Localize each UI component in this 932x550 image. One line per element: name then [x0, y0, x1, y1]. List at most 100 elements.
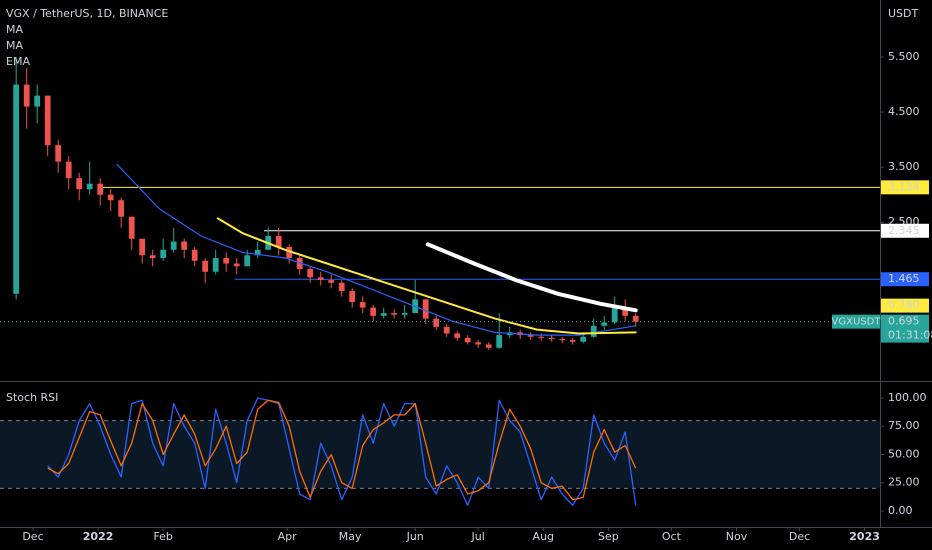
candle-body — [496, 335, 503, 348]
candle-body — [464, 337, 471, 343]
x-tick-label: Nov — [726, 530, 748, 543]
candle-body — [65, 161, 72, 179]
candle-body — [454, 333, 461, 338]
candle-body — [391, 313, 398, 315]
band-fill — [0, 420, 880, 489]
legend-entry: MA — [6, 23, 23, 36]
candle-body — [44, 95, 51, 146]
candle-body — [286, 247, 293, 259]
candle-body — [485, 344, 492, 348]
y-tick-label: 0.00 — [888, 504, 913, 517]
candle-body — [202, 260, 209, 272]
y-tick-label: 3.500 — [888, 160, 920, 173]
price-panel — [0, 57, 880, 350]
x-tick-label: Apr — [278, 530, 298, 543]
y-tick-label: 75.00 — [888, 419, 920, 432]
candle-body — [538, 336, 545, 338]
y-tick-label: 50.00 — [888, 447, 920, 460]
symbol-tag — [832, 314, 880, 329]
candle-body — [307, 269, 314, 278]
candle-body — [433, 318, 440, 327]
moving-average — [216, 217, 637, 335]
level-tag-label: 3.134 — [888, 180, 920, 193]
candle-body — [401, 313, 408, 315]
candle-body — [632, 315, 639, 322]
candle-body — [223, 258, 230, 264]
candle-body — [13, 84, 20, 294]
level-tag-label: 0.780 — [888, 299, 920, 312]
candle-body — [328, 280, 335, 283]
level-tag — [881, 180, 929, 195]
countdown-label: 01:31:08 — [888, 329, 932, 342]
candle-body — [160, 249, 167, 259]
candle-body — [622, 307, 629, 316]
candle-body — [233, 263, 240, 267]
candle-body — [559, 338, 566, 341]
candle-body — [548, 337, 555, 339]
candle-body — [611, 307, 618, 323]
candle-body — [34, 95, 41, 107]
y-tick-label: 4.500 — [888, 105, 920, 118]
candle-body — [580, 336, 587, 342]
chart-title: VGX / TetherUS, 1D, BINANCE — [6, 7, 168, 20]
candle-body — [296, 258, 303, 270]
y-tick-label: 25.00 — [888, 476, 920, 489]
candle-body — [181, 241, 188, 250]
stoch-panel — [0, 420, 880, 489]
moving-average — [116, 163, 637, 336]
level-tag — [881, 223, 929, 238]
candle-body — [254, 249, 261, 256]
y-tick-label: 100.00 — [888, 391, 927, 404]
legend-entry: MA — [6, 39, 23, 52]
candle-body — [170, 241, 177, 250]
level-tag-label: 2.345 — [888, 224, 920, 237]
candle-body — [359, 302, 366, 308]
candle-body — [212, 258, 219, 272]
x-tick-label: Jul — [471, 530, 485, 543]
oscillator-line — [47, 397, 637, 506]
candle-body — [590, 325, 597, 337]
symbol-tag-label: VGXUSDT — [832, 317, 882, 328]
x-tick-label: Oct — [662, 530, 682, 543]
candle-body — [475, 342, 482, 345]
candle-body — [349, 291, 356, 303]
x-tick-label: Sep — [598, 530, 619, 543]
axis-unit: USDT — [888, 7, 919, 20]
x-tick-label: May — [339, 530, 362, 543]
candle-body — [601, 322, 608, 326]
candle-body — [244, 255, 251, 267]
candle-body — [338, 282, 345, 292]
x-tick-label: Jun — [406, 530, 424, 543]
candle-body — [527, 335, 534, 337]
x-tick-label: Aug — [533, 530, 554, 543]
candle-body — [76, 178, 83, 190]
last-price-label: 0.695 — [888, 315, 920, 328]
level-tag — [881, 272, 929, 287]
last-price-tag — [881, 314, 929, 343]
candle-body — [139, 238, 146, 256]
candle-body — [128, 216, 135, 239]
x-tick-label: 2022 — [83, 530, 114, 543]
candle-body — [97, 183, 104, 195]
candle-body — [55, 145, 62, 162]
stoch-lines — [47, 397, 637, 506]
x-tick-label: Dec — [22, 530, 43, 543]
indicator-title: Stoch RSI — [6, 391, 58, 404]
candle-body — [380, 313, 387, 316]
candle-body — [107, 194, 114, 201]
candle-body — [118, 200, 125, 217]
candle-body — [149, 255, 156, 259]
candle-body — [317, 277, 324, 281]
y-tick-label: 5.500 — [888, 50, 920, 63]
candle-body — [191, 249, 198, 261]
level-tag — [881, 298, 929, 313]
candle-body — [275, 236, 282, 248]
x-tick-label: 2023 — [849, 530, 880, 543]
oscillator-line — [47, 399, 637, 501]
moving-average — [425, 242, 638, 313]
candle-body — [422, 299, 429, 319]
candle-body — [443, 326, 450, 334]
candle-body — [23, 84, 30, 107]
